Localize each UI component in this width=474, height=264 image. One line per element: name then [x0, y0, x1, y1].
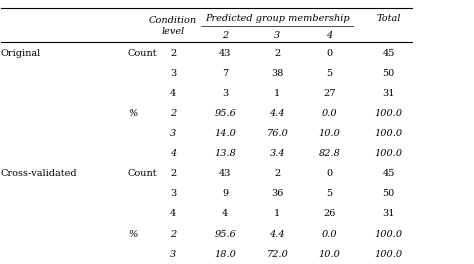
Text: Cross-validated: Cross-validated [1, 169, 78, 178]
Text: 5: 5 [327, 69, 332, 78]
Text: Count: Count [128, 169, 157, 178]
Text: 7: 7 [222, 69, 228, 78]
Text: 2: 2 [170, 49, 176, 58]
Text: 2: 2 [274, 169, 281, 178]
Text: 100.0: 100.0 [374, 109, 403, 118]
Text: 10.0: 10.0 [319, 129, 340, 138]
Text: 9: 9 [222, 189, 228, 199]
Text: 82.8: 82.8 [319, 149, 340, 158]
Text: %: % [128, 229, 137, 239]
Text: 43: 43 [219, 169, 231, 178]
Text: 2: 2 [170, 169, 176, 178]
Text: Condition
level: Condition level [149, 16, 197, 36]
Text: 95.6: 95.6 [214, 109, 236, 118]
Text: 4.4: 4.4 [270, 109, 285, 118]
Text: Total: Total [376, 15, 401, 23]
Text: Predicted group membership: Predicted group membership [205, 15, 350, 23]
Text: 13.8: 13.8 [214, 149, 236, 158]
Text: 18.0: 18.0 [214, 249, 236, 259]
Text: 0: 0 [327, 49, 332, 58]
Text: 100.0: 100.0 [374, 229, 403, 239]
Text: 2: 2 [274, 49, 281, 58]
Text: 76.0: 76.0 [266, 129, 288, 138]
Text: 43: 43 [219, 49, 231, 58]
Text: 45: 45 [383, 169, 395, 178]
Text: Original: Original [1, 49, 41, 58]
Text: 14.0: 14.0 [214, 129, 236, 138]
Text: 4: 4 [170, 89, 176, 98]
Text: 27: 27 [323, 89, 336, 98]
Text: 72.0: 72.0 [266, 249, 288, 259]
Text: 36: 36 [271, 189, 283, 199]
Text: 31: 31 [383, 89, 395, 98]
Text: Count: Count [128, 49, 157, 58]
Text: 0: 0 [327, 169, 332, 178]
Text: 100.0: 100.0 [374, 129, 403, 138]
Text: 1: 1 [274, 89, 281, 98]
Text: 1: 1 [274, 209, 281, 219]
Text: 45: 45 [383, 49, 395, 58]
Text: 4: 4 [326, 31, 333, 40]
Text: 0.0: 0.0 [322, 229, 337, 239]
Text: 100.0: 100.0 [374, 249, 403, 259]
Text: 3: 3 [274, 31, 281, 40]
Text: 38: 38 [271, 69, 283, 78]
Text: 4: 4 [222, 209, 228, 219]
Text: 95.6: 95.6 [214, 229, 236, 239]
Text: 3: 3 [170, 69, 176, 78]
Text: 4: 4 [170, 209, 176, 219]
Text: 5: 5 [327, 189, 332, 199]
Text: 3: 3 [170, 129, 176, 138]
Text: 4.4: 4.4 [270, 229, 285, 239]
Text: 3.4: 3.4 [270, 149, 285, 158]
Text: 100.0: 100.0 [374, 149, 403, 158]
Text: 50: 50 [383, 189, 395, 199]
Text: 4: 4 [170, 149, 176, 158]
Text: 26: 26 [323, 209, 336, 219]
Text: 2: 2 [170, 109, 176, 118]
Text: 50: 50 [383, 69, 395, 78]
Text: 2: 2 [222, 31, 228, 40]
Text: %: % [128, 109, 137, 118]
Text: 0.0: 0.0 [322, 109, 337, 118]
Text: 3: 3 [170, 189, 176, 199]
Text: 2: 2 [170, 229, 176, 239]
Text: 3: 3 [170, 249, 176, 259]
Text: 3: 3 [222, 89, 228, 98]
Text: 31: 31 [383, 209, 395, 219]
Text: 10.0: 10.0 [319, 249, 340, 259]
